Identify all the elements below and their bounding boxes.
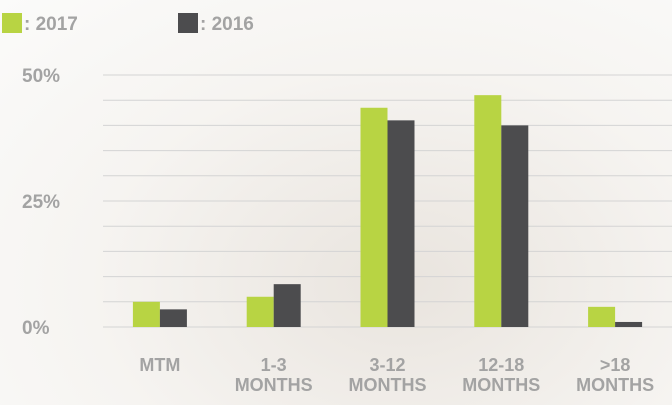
y-tick-label: 0% <box>22 318 50 339</box>
legend-swatch <box>178 13 198 33</box>
bar <box>246 296 274 327</box>
x-tick-label: MTM <box>139 355 181 375</box>
x-tick-label: 3-12 MONTHS <box>348 355 427 395</box>
bar <box>273 284 301 327</box>
bar <box>501 125 529 328</box>
bar <box>474 95 502 327</box>
x-tick-label: 1-3 MONTHS <box>234 355 313 395</box>
legend-label: : 2017 <box>24 14 78 35</box>
bar <box>159 309 187 327</box>
y-tick-label: 25% <box>22 192 60 213</box>
bar <box>588 306 616 327</box>
legend-label: : 2016 <box>200 14 254 35</box>
bar <box>132 301 160 327</box>
bar <box>360 107 388 327</box>
bar <box>615 321 643 327</box>
x-tick-label: 12-18 MONTHS <box>462 355 541 395</box>
x-tick-label: >18 MONTHS <box>576 355 655 395</box>
legend-swatch <box>2 13 22 33</box>
bar <box>387 120 415 327</box>
y-tick-label: 50% <box>22 66 60 87</box>
